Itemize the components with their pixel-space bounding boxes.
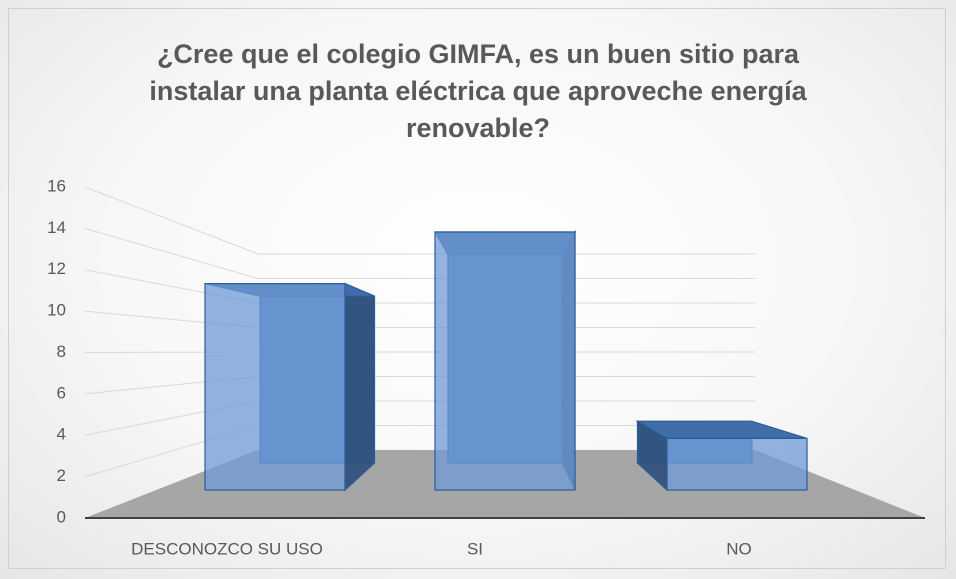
bar-side: [344, 282, 376, 492]
bar: [433, 229, 577, 491]
x-tick-label: NO: [726, 539, 752, 558]
grid-line: [84, 227, 755, 279]
x-tick-label: SI: [467, 539, 483, 558]
y-tick-label: 8: [57, 342, 66, 361]
bar-front: [204, 283, 346, 491]
chart-border: [8, 8, 946, 569]
y-tick-label: 2: [57, 466, 66, 485]
bar-front: [434, 231, 576, 491]
grid-line: [84, 310, 755, 328]
grid-line: [84, 351, 755, 353]
bar: [204, 282, 376, 492]
grid-line: [84, 269, 755, 304]
y-tick-label: 16: [47, 176, 66, 195]
chart-title: ¿Cree que el colegio GIMFA, es un buen s…: [149, 39, 807, 143]
grid-line: [84, 376, 755, 395]
bar-front: [666, 437, 808, 491]
bar-top: [635, 420, 808, 439]
y-tick-label: 12: [47, 259, 66, 278]
y-tick-label: 6: [57, 383, 66, 402]
bar: [635, 420, 808, 492]
y-tick-label: 4: [57, 425, 66, 444]
x-tick-label: DESCONOZCO SU USO: [131, 539, 323, 558]
y-tick-label: 0: [57, 507, 66, 526]
y-tick-label: 10: [47, 301, 66, 320]
grid-line: [84, 186, 755, 255]
y-tick-label: 14: [47, 218, 66, 237]
